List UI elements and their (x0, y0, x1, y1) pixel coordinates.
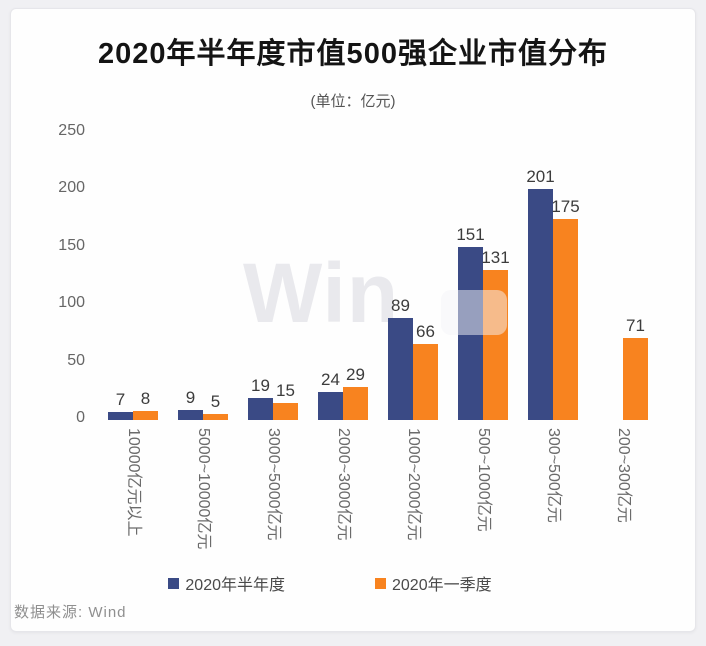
x-axis-tick-label: 2000~3000亿元 (335, 428, 352, 541)
x-axis-tick-label: 500~1000亿元 (475, 428, 492, 532)
y-axis-tick-label: 50 (67, 351, 85, 369)
legend-label: 2020年一季度 (392, 577, 492, 594)
bar-h1 (178, 410, 203, 420)
x-axis-tick-label: 1000~2000亿元 (405, 428, 422, 541)
bar-q1 (623, 338, 648, 420)
x-axis-tick-label: 200~300亿元 (615, 428, 632, 523)
bar-h1 (108, 412, 133, 420)
x-axis-tick-label: 10000亿元以上 (125, 428, 142, 537)
bar-value-label: 131 (481, 248, 510, 267)
chart-card (10, 8, 696, 632)
bar-value-label: 9 (185, 388, 196, 407)
x-axis-tick-label: 3000~5000亿元 (265, 428, 282, 541)
bar-value-label: 15 (276, 381, 295, 400)
y-axis-tick-label: 250 (58, 122, 85, 139)
bar-q1 (553, 219, 578, 420)
bar-value-label: 7 (115, 390, 126, 409)
bar-h1 (248, 398, 273, 420)
bar-value-label: 151 (456, 225, 485, 244)
bar-value-label: 5 (210, 392, 221, 411)
legend-swatch-icon (168, 577, 180, 589)
legend: 2020年半年度 2020年一季度 (120, 571, 540, 595)
wind-watermark-logo-square (441, 290, 507, 335)
bar-value-label: 29 (346, 365, 365, 384)
chart-title: 2020年半年度市值500强企业市值分布 (98, 38, 608, 70)
bar-value-label: 175 (551, 197, 580, 216)
legend-label: 2020年半年度 (185, 577, 285, 594)
bar-q1 (343, 387, 368, 420)
x-axis-tick-label: 5000~10000亿元 (195, 428, 212, 550)
bar-q1 (133, 411, 158, 420)
bar-value-label: 89 (391, 296, 410, 315)
y-axis-tick-label: 150 (58, 236, 85, 254)
bar-h1 (388, 318, 413, 420)
bar-h1 (318, 392, 343, 420)
bar-q1 (203, 414, 228, 420)
bar-value-label: 24 (321, 370, 340, 389)
bar-value-label: 71 (626, 316, 645, 335)
y-axis-tick-label: 0 (76, 409, 85, 426)
x-axis-tick-label: 300~500亿元 (545, 428, 562, 523)
chart-unit-note: (单位：亿元) (310, 93, 396, 110)
y-axis-tick-label: 100 (58, 294, 85, 312)
bar-value-label: 8 (140, 389, 151, 408)
bar-value-label: 19 (251, 376, 270, 395)
bar-q1 (413, 344, 438, 420)
y-axis-tick-label: 200 (58, 179, 85, 197)
wind-watermark-text: Win (243, 246, 400, 340)
bar-value-label: 66 (416, 322, 435, 341)
data-source-label: 数据来源: Wind (14, 604, 127, 621)
legend-item: 2020年半年度 (168, 571, 285, 595)
legend-swatch-icon (375, 577, 386, 589)
legend-item: 2020年一季度 (375, 571, 492, 595)
bar-h1 (528, 189, 553, 420)
bar-q1 (273, 403, 298, 420)
bar-value-label: 201 (526, 167, 555, 186)
